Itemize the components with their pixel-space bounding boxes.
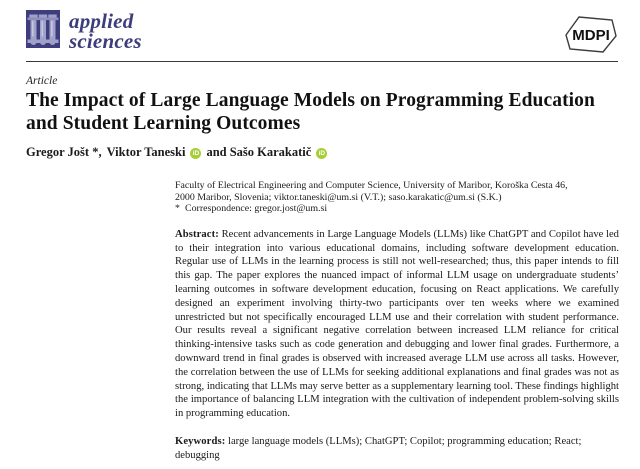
affiliation-block: Faculty of Electrical Engineering and Co… (175, 180, 619, 215)
abstract-label: Abstract: (175, 228, 219, 240)
mdpi-logo-icon: MDPI (565, 16, 617, 53)
keywords-text: large language models (LLMs); ChatGPT; C… (175, 435, 582, 461)
page-title: The Impact of Large Language Models on P… (26, 90, 595, 134)
abstract-paragraph: Abstract: Recent advancements in Large L… (175, 228, 619, 421)
journal-brand: applied sciences (26, 9, 161, 53)
affiliation-line: Faculty of Electrical Engineering and Co… (175, 180, 568, 191)
author-name: and Sašo Karakatič (206, 145, 312, 159)
article-type-label: Article (26, 75, 58, 87)
journal-name: applied sciences (69, 9, 142, 53)
orcid-icon[interactable]: iD (190, 148, 202, 159)
keywords-paragraph: Keywords: large language models (LLMs); … (175, 435, 619, 463)
authors-line: Gregor Jošt *, Viktor Taneski iD and Sašo K… (26, 145, 618, 160)
test-tubes-icon (26, 10, 60, 48)
correspondence-line: * Correspondence: gregor.jost@um.si (175, 203, 619, 215)
orcid-icon[interactable]: iD (316, 148, 328, 159)
journal-header: applied sciences MDPI (26, 10, 618, 62)
affiliation-line: 2000 Maribor, Slovenia; viktor.taneski@u… (175, 191, 502, 203)
author-name: Viktor Taneski (106, 145, 186, 159)
correspondence-text: Correspondence: gregor.jost@um.si (185, 203, 328, 215)
keywords-label: Keywords: (175, 435, 226, 447)
author-name: Gregor Jošt *, (26, 145, 102, 159)
front-matter-column: Faculty of Electrical Engineering and Co… (175, 180, 619, 463)
mdpi-logo-text: MDPI (572, 27, 610, 44)
abstract-text: Recent advancements in Large Language Mo… (175, 228, 619, 420)
correspondence-marker: * (175, 203, 180, 215)
